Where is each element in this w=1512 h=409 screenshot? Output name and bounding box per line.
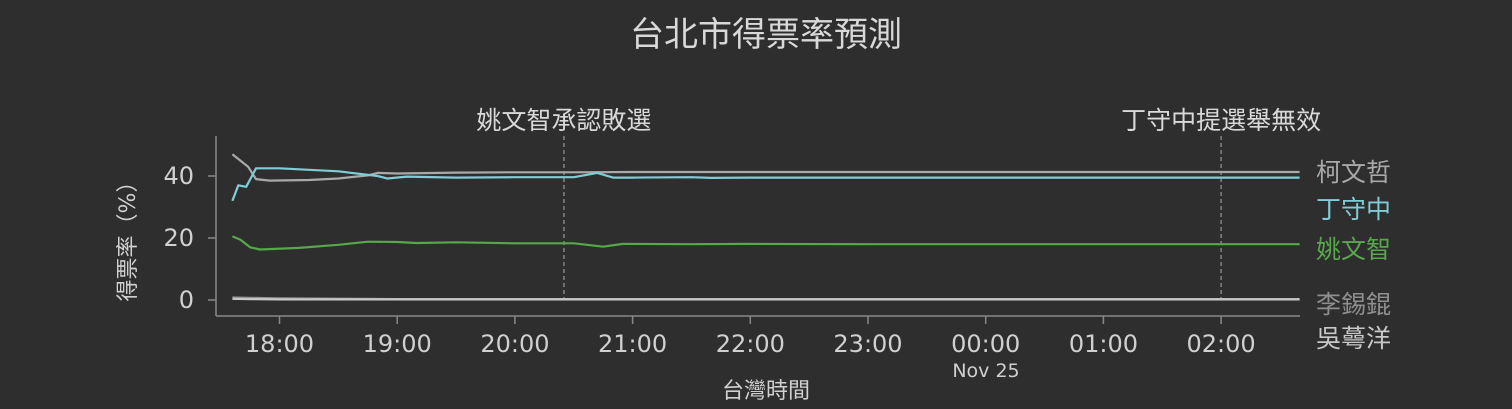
series-line-1	[231, 153, 1300, 182]
series-label-4: 李錫錕	[1316, 290, 1391, 319]
y-tick-layer: 0 20 40	[163, 162, 216, 314]
date-label: Nov 25	[952, 360, 1019, 382]
chart-title: 台北市得票率預測	[630, 15, 902, 55]
series-line-5	[232, 297, 1300, 301]
x-tick-label: 19:00	[363, 330, 432, 358]
series-label-2: 丁守中	[1316, 195, 1391, 224]
series-label-3: 姚文智	[1316, 235, 1391, 264]
x-tick-label: 23:00	[833, 330, 902, 358]
series-layer	[231, 153, 1300, 301]
x-tick-label: 01:00	[1069, 330, 1138, 358]
x-tick-label: 21:00	[598, 330, 667, 358]
series-label-5: 吳蕚洋	[1316, 324, 1391, 353]
x-tick-layer: 18:00 19:00 20:00 21:00 22:00 23:00 00:00 01:00…	[245, 316, 1256, 358]
x-tick-label: 20:00	[480, 330, 549, 358]
event-layer: 姚文智承認敗選 丁守中提選舉無效	[476, 106, 1321, 300]
x-tick-label: 22:00	[716, 330, 785, 358]
y-axis-label: 得票率（%）	[116, 171, 141, 302]
series-line-2	[231, 167, 1300, 202]
x-tick-label: 18:00	[245, 330, 314, 358]
x-tick-label: 02:00	[1187, 330, 1256, 358]
y-tick-label: 20	[163, 224, 194, 252]
y-tick-label: 0	[179, 286, 194, 314]
y-tick-label: 40	[163, 162, 194, 190]
x-axis-label: 台灣時間	[722, 379, 810, 404]
x-tick-label: 00:00	[951, 330, 1020, 358]
series-line-3	[231, 235, 1300, 251]
series-label-1: 柯文哲	[1316, 158, 1391, 187]
event-label: 丁守中提選舉無效	[1121, 106, 1321, 135]
event-label: 姚文智承認敗選	[476, 106, 651, 135]
